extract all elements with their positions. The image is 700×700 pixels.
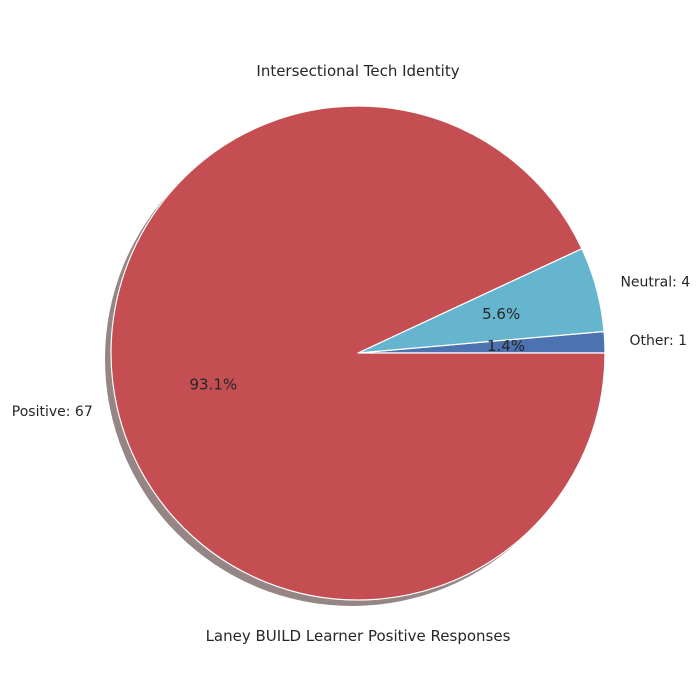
pie-labels: Other: 1 1.4% Neutral: 4 5.6% Positive: 67 93…	[12, 275, 690, 420]
x-axis-label: Laney BUILD Learner Positive Responses	[206, 627, 511, 645]
slice-percent-positive: 93.1%	[189, 376, 237, 394]
slice-label-other: Other: 1	[629, 333, 687, 349]
slice-label-neutral: Neutral: 4	[620, 275, 690, 291]
pie-slices	[110, 105, 606, 601]
slice-percent-neutral: 5.6%	[482, 305, 520, 323]
slice-percent-other: 1.4%	[487, 337, 525, 355]
pie-slice-positive	[110, 105, 606, 601]
chart-title: Intersectional Tech Identity	[256, 62, 459, 80]
slice-label-positive: Positive: 67	[12, 404, 93, 420]
